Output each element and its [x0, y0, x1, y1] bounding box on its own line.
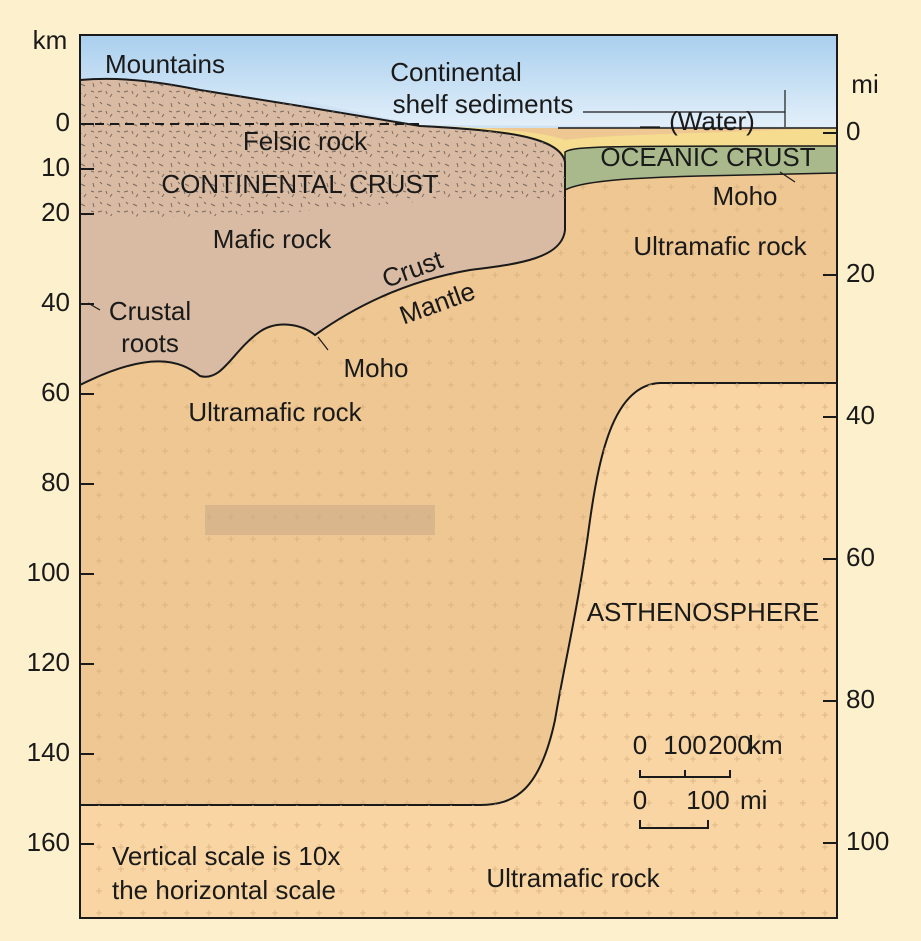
region-label: Mafic rock	[213, 224, 332, 254]
region-label: Mountains	[105, 49, 225, 79]
tick-label: 140	[27, 737, 70, 767]
region-label: Crustal	[109, 296, 191, 326]
scale-label: 100	[686, 785, 729, 815]
tick-label: 40	[41, 287, 70, 317]
tick-label: 120	[27, 647, 70, 677]
region-label: Felsic rock	[243, 126, 368, 156]
tick-label: 10	[41, 152, 70, 182]
region-label: Moho	[712, 181, 777, 211]
scale-unit: mi	[740, 785, 767, 815]
region-label: Moho	[343, 353, 408, 383]
tick-label: 0	[846, 116, 860, 146]
tick-label: 60	[41, 377, 70, 407]
scale-unit: km	[748, 730, 783, 760]
tick-label: 20	[41, 197, 70, 227]
axis-unit: mi	[851, 69, 878, 99]
region-label: CONTINENTAL CRUST	[161, 169, 438, 199]
scale-note: Vertical scale is 10x	[112, 841, 340, 871]
annotations: km10020406080100120140160mi020406080100M…	[27, 25, 890, 905]
region-label: Ultramafic rock	[633, 231, 807, 261]
region-label: roots	[121, 328, 179, 358]
tick-label: 20	[846, 258, 875, 288]
region-label: Ultramafic rock	[486, 863, 660, 893]
scale-label: 0	[633, 730, 647, 760]
region-label: Continental	[390, 57, 522, 87]
axis-unit: km	[33, 25, 68, 55]
scale-label: 0	[633, 785, 647, 815]
region-label: Ultramafic rock	[188, 397, 362, 427]
region-label: (Water)	[669, 106, 755, 136]
tick-label: 80	[846, 684, 875, 714]
scale-note: the horizontal scale	[112, 875, 336, 905]
region-label: shelf sediments	[393, 89, 574, 119]
tick-label: 0	[56, 107, 70, 137]
tick-label: 60	[846, 542, 875, 572]
region-label: ASTHENOSPHERE	[587, 597, 820, 627]
cross-section	[80, 35, 837, 918]
region-label: OCEANIC CRUST	[600, 142, 815, 172]
frame	[79, 34, 838, 919]
tick-label: 100	[27, 557, 70, 587]
tick-label: 160	[27, 827, 70, 857]
tick-label: 40	[846, 400, 875, 430]
tick-label: 80	[41, 467, 70, 497]
tick-label: 100	[846, 826, 889, 856]
scale-label: 200	[708, 730, 751, 760]
scale-label: 100	[663, 730, 706, 760]
